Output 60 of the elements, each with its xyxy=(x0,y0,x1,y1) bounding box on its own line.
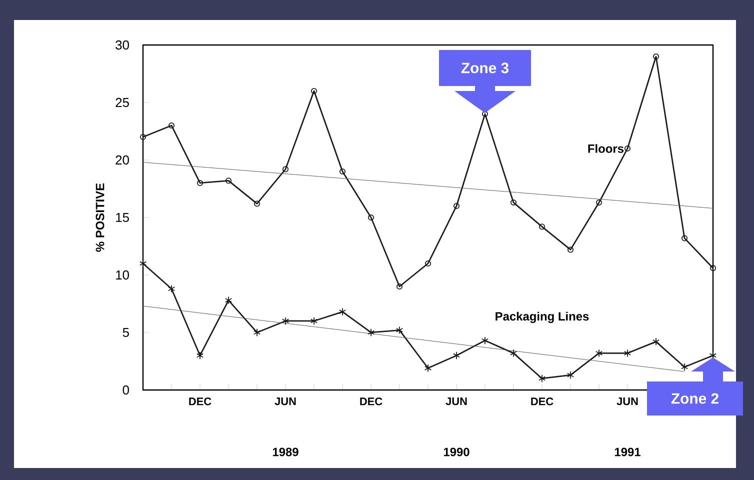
point xyxy=(624,145,631,152)
point xyxy=(566,371,574,380)
point xyxy=(624,349,632,358)
point xyxy=(681,235,688,242)
point xyxy=(567,246,574,253)
point xyxy=(196,180,204,186)
point xyxy=(396,326,404,334)
point xyxy=(224,296,232,304)
point xyxy=(452,351,460,360)
y-axis-title: % POSITIVE xyxy=(96,183,104,252)
x-tick-label: DEC xyxy=(531,398,554,406)
y-tick-label: 5 xyxy=(122,328,129,337)
y-tick-label: 30 xyxy=(116,40,129,50)
y-tick-label: 25 xyxy=(116,98,129,108)
text: 1990 xyxy=(444,448,470,456)
point xyxy=(282,166,289,172)
x-tick-label: JUN xyxy=(616,398,638,406)
point xyxy=(338,308,346,316)
y-tick-label: 20 xyxy=(116,155,129,165)
point xyxy=(254,200,260,207)
point xyxy=(596,199,602,206)
x-tick-label: DEC xyxy=(360,398,382,406)
point xyxy=(510,349,518,358)
point xyxy=(424,260,432,267)
x-tick-label: JUN xyxy=(446,398,467,406)
y-tick-label: 0 xyxy=(122,385,129,395)
point xyxy=(396,283,403,290)
y-tick-label: 10 xyxy=(116,270,129,280)
annotation: Zone 3 xyxy=(461,62,509,74)
point xyxy=(510,199,517,206)
point xyxy=(680,362,688,372)
point xyxy=(339,168,346,175)
point xyxy=(652,338,660,346)
point xyxy=(282,316,290,326)
annotation: Zone 2 xyxy=(671,393,718,404)
point xyxy=(368,214,374,221)
x-tick-label: JUN xyxy=(274,398,296,406)
point xyxy=(424,364,432,372)
point xyxy=(168,122,175,129)
point xyxy=(168,284,176,293)
point xyxy=(595,349,603,358)
point xyxy=(652,53,660,60)
point xyxy=(367,328,375,337)
y-tick-label: 15 xyxy=(116,212,129,222)
point xyxy=(225,178,232,184)
series-label: Packaging Lines xyxy=(496,312,589,324)
text: 1989 xyxy=(272,448,298,456)
point xyxy=(139,259,147,268)
point xyxy=(538,374,546,383)
point xyxy=(253,328,261,337)
point xyxy=(481,336,489,345)
point xyxy=(310,316,318,326)
point xyxy=(196,351,204,360)
point xyxy=(310,88,318,94)
point xyxy=(538,224,546,230)
point xyxy=(482,110,488,118)
x-tick-label: DEC xyxy=(189,398,212,406)
series-label: Floors xyxy=(588,144,624,153)
text: 1991 xyxy=(614,448,640,456)
point xyxy=(453,202,460,210)
